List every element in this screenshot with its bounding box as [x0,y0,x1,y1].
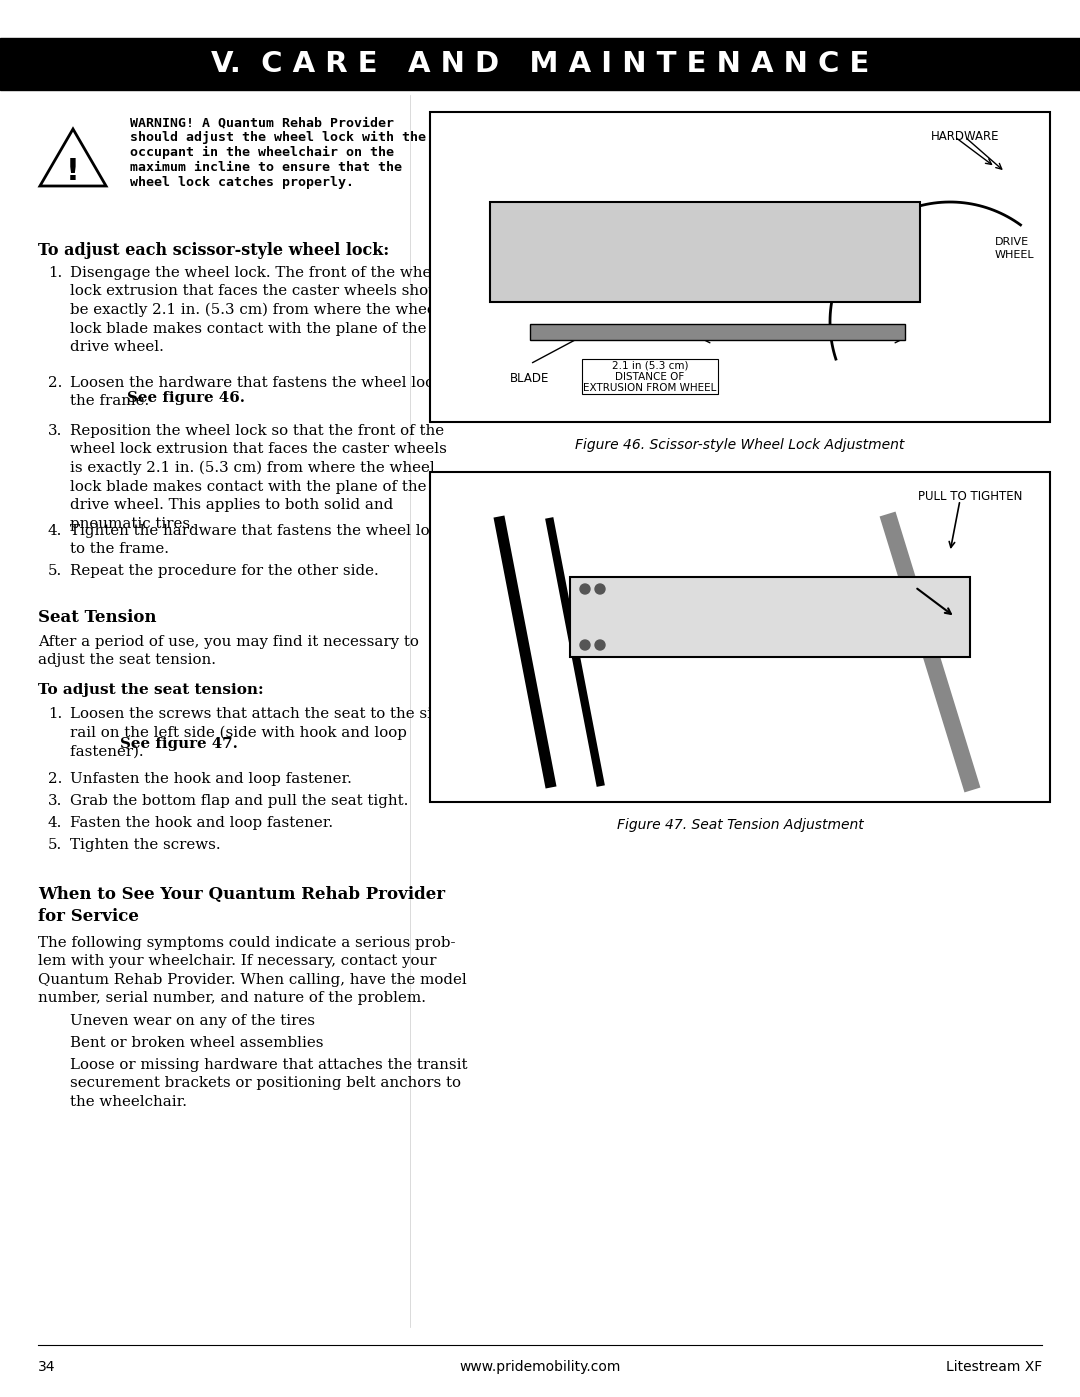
Text: 1.: 1. [48,265,63,279]
Text: !: ! [66,156,80,186]
Text: The following symptoms could indicate a serious prob-
lem with your wheelchair. : The following symptoms could indicate a … [38,936,467,1006]
Text: 5.: 5. [48,564,63,578]
Text: V.  C A R E   A N D   M A I N T E N A N C E: V. C A R E A N D M A I N T E N A N C E [211,50,869,78]
Text: PULL TO TIGHTEN: PULL TO TIGHTEN [918,490,1022,503]
Bar [490,203,920,302]
Text: Tighten the screws.: Tighten the screws. [70,838,220,852]
Text: Bent or broken wheel assemblies: Bent or broken wheel assemblies [70,1037,324,1051]
Text: www.pridemobility.com: www.pridemobility.com [459,1361,621,1375]
Text: 5.: 5. [48,838,63,852]
Text: 2.: 2. [48,376,63,390]
Circle shape [580,584,590,594]
Text: To adjust the seat tension:: To adjust the seat tension: [38,683,264,697]
Circle shape [580,640,590,650]
Text: WHEEL: WHEEL [995,250,1035,260]
Text: Tighten the hardware that fastens the wheel lock
to the frame.: Tighten the hardware that fastens the wh… [70,524,447,556]
Text: 2.: 2. [48,773,63,787]
Text: Fasten the hook and loop fastener.: Fasten the hook and loop fastener. [70,816,333,830]
Text: for Service: for Service [38,908,139,925]
Text: When to See Your Quantum Rehab Provider: When to See Your Quantum Rehab Provider [38,886,445,902]
Text: To adjust each scissor-style wheel lock:: To adjust each scissor-style wheel lock: [38,242,389,258]
Text: Figure 46. Scissor-style Wheel Lock Adjustment: Figure 46. Scissor-style Wheel Lock Adju… [576,439,905,453]
Text: Litestream XF: Litestream XF [946,1361,1042,1375]
Text: BLADE: BLADE [510,372,550,386]
Circle shape [595,584,605,594]
Text: 3.: 3. [48,425,63,439]
Text: 2.1 in (5.3 cm)
DISTANCE OF
EXTRUSION FROM WHEEL: 2.1 in (5.3 cm) DISTANCE OF EXTRUSION FR… [583,360,717,393]
Text: Figure 47. Seat Tension Adjustment: Figure 47. Seat Tension Adjustment [617,819,863,833]
Text: 3.: 3. [48,793,63,807]
Text: WARNING! A Quantum Rehab Provider
should adjust the wheel lock with the
occupant: WARNING! A Quantum Rehab Provider should… [130,116,426,189]
Text: Loosen the hardware that fastens the wheel lock to
the frame.: Loosen the hardware that fastens the whe… [70,376,462,408]
Bar [430,472,1050,802]
Bar [530,324,905,339]
Bar [430,112,1050,422]
Text: After a period of use, you may find it necessary to
adjust the seat tension.: After a period of use, you may find it n… [38,636,419,668]
Text: 1.: 1. [48,707,63,721]
Text: DRIVE: DRIVE [995,237,1029,247]
Text: 4.: 4. [48,524,63,538]
Bar [0,38,1080,89]
Text: drive wheel.: drive wheel. [70,337,168,351]
Text: See figure 47.: See figure 47. [120,738,238,752]
Text: Repeat the procedure for the other side.: Repeat the procedure for the other side. [70,564,379,578]
Text: Loose or missing hardware that attaches the transit
securement brackets or posit: Loose or missing hardware that attaches … [70,1058,468,1109]
Text: Disengage the wheel lock. The front of the wheel
lock extrusion that faces the c: Disengage the wheel lock. The front of t… [70,265,453,355]
Text: Seat Tension: Seat Tension [38,609,157,626]
Text: 4.: 4. [48,816,63,830]
Text: 34: 34 [38,1361,55,1375]
Text: Uneven wear on any of the tires: Uneven wear on any of the tires [70,1014,315,1028]
Text: Unfasten the hook and loop fastener.: Unfasten the hook and loop fastener. [70,773,352,787]
Bar [570,577,970,657]
Text: Loosen the screws that attach the seat to the side
rail on the left side (side w: Loosen the screws that attach the seat t… [70,707,450,759]
Text: See figure 46.: See figure 46. [127,391,245,405]
Text: Grab the bottom flap and pull the seat tight.: Grab the bottom flap and pull the seat t… [70,793,408,807]
Text: HARDWARE: HARDWARE [931,130,999,142]
Text: Reposition the wheel lock so that the front of the
wheel lock extrusion that fac: Reposition the wheel lock so that the fr… [70,425,447,531]
Circle shape [595,640,605,650]
